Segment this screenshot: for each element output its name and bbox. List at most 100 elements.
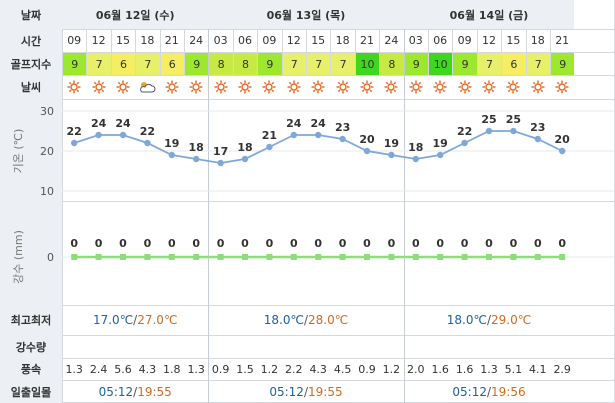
hour-cell: 12: [286, 34, 301, 47]
wind-cell: 5.1: [504, 362, 523, 376]
precipitation-data-label: 0: [168, 237, 176, 250]
precipitation-data-label: 0: [534, 237, 542, 250]
golf-index-cell: 7: [307, 53, 331, 75]
sun-icon: [501, 75, 525, 99]
sunset-time: 19:55: [308, 384, 343, 399]
sunrise-time: 05:12: [269, 384, 304, 399]
day-header: 06월 12일 (수): [62, 0, 209, 29]
wind-cell: 5.6: [114, 362, 132, 376]
temperature-data-label: 22: [457, 125, 472, 138]
precipitation-point: [290, 254, 297, 260]
precipitation-point: [510, 254, 517, 260]
golf-index-cell: 6: [502, 53, 526, 75]
precipitation-data-label: 0: [485, 237, 493, 250]
temperature-point: [241, 155, 249, 163]
wind-cell: 4.3: [138, 362, 157, 376]
precipitation-chart: 강수 (mm) 0 0 0 0 0 0 0 0 0 0 0 0 0 0 0 0 0 0 0 0 0 0: [12, 230, 614, 284]
wind-cell: 2.0: [407, 362, 425, 376]
temperature-data-label: 23: [335, 121, 350, 134]
temperature-data-label: 23: [530, 121, 545, 134]
temperature-point: [437, 151, 444, 159]
hour-cell: 09: [457, 34, 472, 47]
golf-index-cell: 9: [63, 53, 87, 75]
golf-index-cell: 10: [429, 53, 453, 75]
wind-cell: 4.3: [309, 362, 327, 376]
temperature-data-label: 18: [408, 141, 423, 154]
sun-icon: [86, 75, 110, 99]
wind-cell: 0.9: [211, 362, 230, 376]
precipitation-data-label: 0: [70, 237, 78, 250]
golf-index-cell: 7: [282, 53, 306, 75]
precipitation-data-label: 0: [388, 237, 396, 250]
wind-cell: 1.2: [382, 362, 401, 376]
low-temp: 18.0℃: [263, 313, 304, 327]
sun-icon: [184, 75, 208, 99]
golf-index-cell: 8: [233, 53, 258, 75]
precipitation-data-label: 0: [314, 237, 322, 250]
sun-icon: [160, 75, 184, 99]
precipitation-data-label: 0: [119, 237, 127, 250]
precipitation-data-label: 0: [363, 237, 371, 250]
golf-index-cell: 7: [331, 53, 355, 75]
sunset-time: 19:55: [137, 384, 172, 399]
wind-cell: 1.5: [236, 362, 254, 376]
precipitation-point: [412, 254, 419, 260]
temperature-data-label: 19: [164, 137, 179, 150]
sun-icon: [477, 75, 501, 99]
hour-cell: 12: [91, 34, 106, 47]
golf-index-cell: 7: [136, 53, 160, 75]
temperature-data-label: 17: [213, 145, 228, 158]
temperature-point: [339, 135, 346, 143]
precipitation-point: [486, 254, 492, 260]
temperature-point: [412, 155, 419, 163]
sun-separator: /: [303, 384, 308, 399]
golf-index-cell: 10: [355, 53, 380, 75]
sun-icon: [306, 75, 330, 99]
hilo-value: 18.0℃/29.0℃: [404, 305, 575, 335]
hour-cell: 18: [335, 34, 350, 47]
temperature-point: [95, 131, 102, 139]
temperature-data-label: 24: [91, 117, 107, 130]
precipitation-axis-label: 강수 (mm): [12, 230, 25, 284]
precipitation-point: [559, 254, 566, 260]
precipitation-data-label: 0: [266, 237, 274, 250]
sun-separator: /: [133, 384, 138, 399]
hour-cell: 12: [481, 34, 496, 47]
golf-index-cell: 6: [160, 53, 184, 75]
temperature-point: [388, 151, 395, 159]
temperature-point: [363, 147, 371, 155]
golf-index-cell: 7: [477, 53, 502, 75]
hour-cell: 03: [408, 34, 423, 47]
golf-index-cell: 9: [551, 53, 575, 75]
hour-cell: 21: [359, 34, 374, 47]
temperature-point: [168, 151, 175, 159]
hour-cell: 15: [115, 34, 130, 47]
sunrise-sunset: 05:12/19:56: [404, 380, 575, 403]
golf-index-cell: 8: [380, 53, 404, 75]
temperature-point: [485, 127, 493, 135]
temperature-point: [461, 139, 468, 147]
temperature-point: [266, 143, 273, 151]
hour-cell: 09: [67, 34, 82, 47]
temperature-point: [315, 131, 322, 139]
precipitation-data-label: 0: [241, 237, 249, 250]
temperature-tick-label: 10: [40, 185, 54, 198]
sun-icon: [404, 75, 428, 99]
row-label-hilo: 최고최저: [0, 305, 62, 335]
hour-cell: 21: [164, 34, 179, 47]
precipitation-point: [193, 254, 200, 260]
precipitation-point: [534, 254, 541, 260]
golf-index-cell: 6: [111, 53, 136, 75]
hour-cell: 18: [530, 34, 545, 47]
wind-cell: 4.1: [529, 362, 547, 376]
temperature-data-label: 22: [67, 125, 82, 138]
precipitation-point: [144, 254, 151, 260]
hour-cell: 18: [140, 34, 155, 47]
sun-icon: [282, 75, 306, 99]
temperature-data-label: 24: [286, 117, 302, 130]
hour-cell: 24: [189, 34, 204, 47]
temperature-data-label: 19: [433, 137, 448, 150]
high-temp: 29.0℃: [491, 313, 532, 327]
temperature-point: [144, 139, 151, 147]
wind-cell: 1.8: [163, 362, 181, 376]
